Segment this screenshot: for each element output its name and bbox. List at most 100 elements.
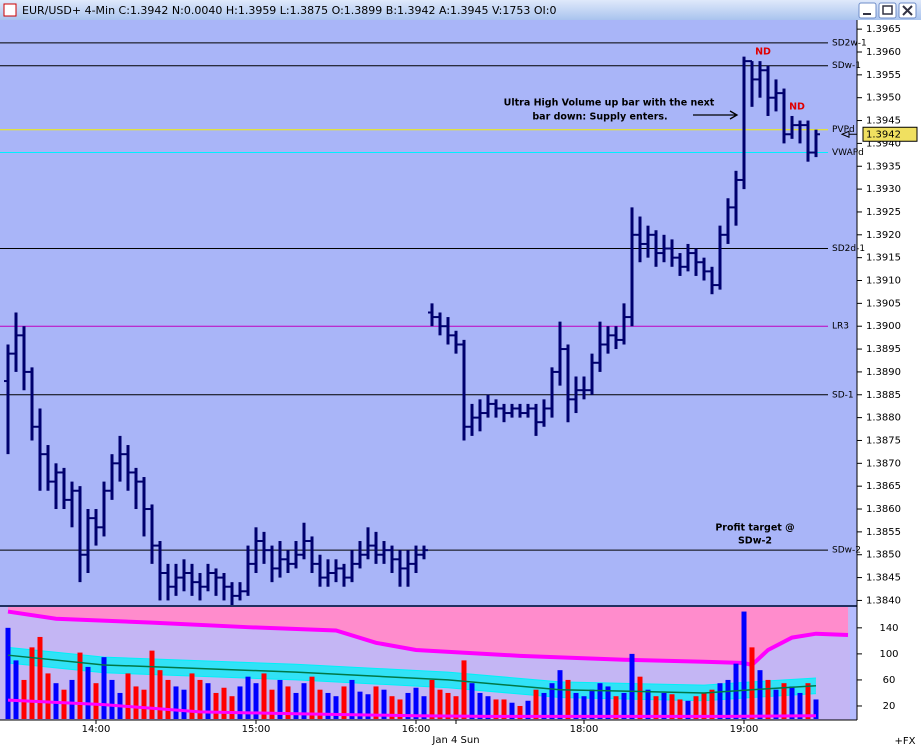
volume-bar [237, 686, 243, 719]
y-tick-label: 1.3925 [866, 207, 901, 218]
volume-bar [77, 652, 83, 719]
volume-bar [749, 647, 755, 719]
volume-bar [453, 696, 459, 719]
volume-bar [133, 686, 139, 719]
volume-bar [29, 647, 35, 719]
last-price-label: 1.3942 [866, 129, 901, 140]
footer-tag: +FX [895, 736, 916, 747]
y-tick-label: 1.3865 [866, 481, 901, 492]
volume-bar [61, 689, 67, 719]
volume-bar [317, 689, 323, 719]
volume-bar [445, 692, 451, 719]
volume-bar [157, 670, 163, 719]
window-icon [3, 3, 17, 17]
volume-bar [341, 686, 347, 719]
close-icon [902, 5, 913, 16]
volume-bar [189, 673, 195, 719]
volume-bar [277, 679, 283, 719]
volume-bar [805, 683, 811, 719]
volume-bar [605, 686, 611, 719]
volume-bar [141, 689, 147, 719]
x-tick-label: 18:00 [570, 724, 599, 735]
y2-tick-label: 140 [879, 623, 898, 634]
level-label: PVPd [832, 125, 855, 135]
annotation: SDw-2 [738, 536, 772, 547]
y-tick-label: 1.3895 [866, 344, 901, 355]
annotation: Profit target @ [715, 523, 794, 534]
volume-bar [549, 683, 555, 719]
volume-bar [357, 691, 363, 719]
volume-bar [381, 689, 387, 719]
plot: 1.3840 1.3845 1.3850 1.3855 1.3860 1.3865 1.38… [0, 24, 918, 746]
volume-bar [589, 689, 595, 719]
volume-bar [37, 636, 43, 719]
overlay-line [7, 609, 849, 668]
volume-bar [501, 699, 507, 719]
volume-bar [573, 692, 579, 719]
volume-bar [109, 679, 115, 719]
last-price-box [862, 126, 918, 142]
window-buttons [858, 2, 917, 19]
volume-bar [541, 692, 547, 719]
volume-bar [101, 657, 107, 719]
volume-bar [469, 683, 475, 719]
level-label: SD2d-1 [832, 244, 865, 254]
volume-bar [389, 696, 395, 719]
level-label: SD2w-1 [832, 38, 867, 48]
y-tick-label: 1.3920 [866, 230, 901, 241]
annotation: Ultra High Volume up bar with the next [504, 98, 715, 109]
volume-bar [701, 692, 707, 719]
volume-bar [797, 692, 803, 719]
volume-bar [149, 650, 155, 719]
volume-bar [629, 653, 635, 719]
volume-bar [653, 696, 659, 719]
y-tick-label: 1.3875 [866, 435, 901, 446]
volume-bar [165, 679, 171, 719]
volume-bar [213, 692, 219, 719]
volume-bar [725, 679, 731, 719]
volume-bar [709, 689, 715, 719]
x-tick-label: 19:00 [730, 724, 759, 735]
volume-bar [741, 611, 747, 719]
volume-bar [333, 696, 339, 719]
volume-bar [325, 692, 331, 719]
y2-tick-label: 60 [883, 675, 896, 686]
overlay-line [7, 654, 817, 694]
volume-bar [301, 683, 307, 719]
volume-bar [69, 679, 75, 719]
volume-bar [645, 689, 651, 719]
volume-bar [669, 694, 675, 719]
volume-bar [13, 660, 19, 719]
volume-bar [613, 696, 619, 719]
overlay-fill [8, 607, 848, 665]
volume-bar [261, 673, 267, 719]
level-label: SD-1 [832, 390, 854, 400]
volume-bar [309, 676, 315, 719]
x-tick-label: Jan 4 Sun [431, 735, 479, 746]
y-tick-label: 1.3940 [866, 138, 901, 149]
volume-bar [197, 679, 203, 719]
maximize-icon [882, 5, 893, 15]
volume-bar [365, 694, 371, 719]
volume-bar [773, 689, 779, 719]
volume-bar [245, 676, 251, 719]
volume-bar [765, 679, 771, 719]
minimize-button[interactable] [858, 2, 877, 19]
volume-bar [253, 683, 259, 719]
nd-label: ND [755, 47, 771, 58]
volume-bar [677, 699, 683, 719]
y-tick-label: 1.3900 [866, 321, 901, 332]
level-label: VWAPd [832, 148, 864, 158]
volume-bar [205, 683, 211, 719]
volume-bar [181, 689, 187, 719]
volume-panel-edge [850, 607, 857, 720]
volume-bar [461, 660, 467, 719]
y-tick-label: 1.3890 [866, 367, 901, 378]
y2-tick-label: 100 [879, 649, 898, 660]
volume-bar [597, 683, 603, 719]
volume-bar [397, 699, 403, 719]
x-tick-label: 14:00 [82, 724, 111, 735]
annotation: bar down: Supply enters. [532, 112, 667, 123]
volume-bar [437, 689, 443, 719]
y-tick-label: 1.3870 [866, 458, 901, 469]
